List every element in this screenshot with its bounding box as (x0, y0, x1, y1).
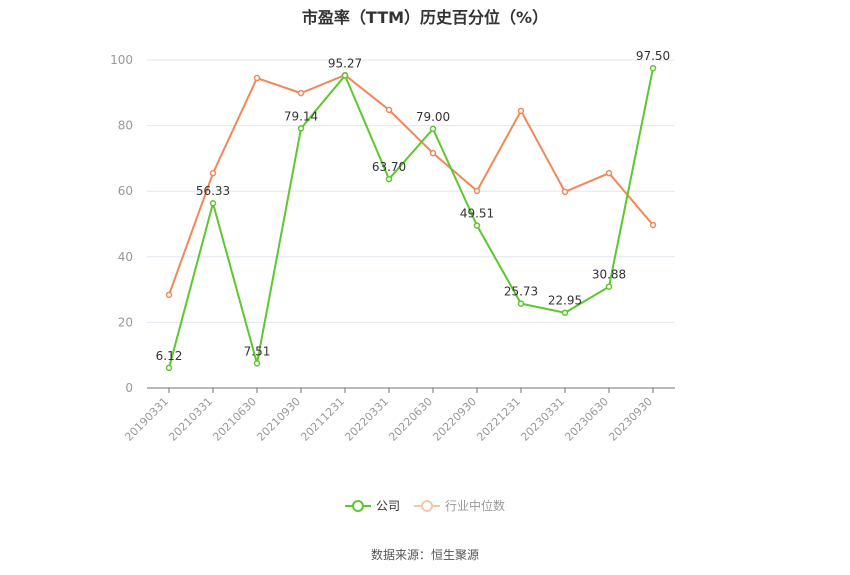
data-point[interactable] (429, 125, 437, 133)
data-point[interactable] (429, 149, 437, 157)
x-tick-label: 20210930 (254, 395, 303, 444)
data-label: 79.00 (416, 110, 450, 124)
data-point[interactable] (385, 175, 393, 183)
data-point[interactable] (385, 106, 393, 114)
data-point[interactable] (561, 188, 569, 196)
data-point[interactable] (473, 222, 481, 229)
data-label: 6.12 (156, 349, 183, 363)
data-point[interactable] (605, 283, 613, 290)
x-tick-label: 20220331 (342, 395, 391, 444)
legend-industry-label: 行业中位数 (445, 499, 506, 513)
x-tick-label: 20221231 (474, 395, 523, 444)
legend-industry-marker-icon (414, 499, 440, 512)
y-tick-label: 100 (110, 53, 133, 67)
data-point[interactable] (209, 169, 217, 177)
y-tick-label: 20 (118, 315, 133, 329)
legend-item-industry[interactable]: 行业中位数 (414, 497, 505, 514)
data-point[interactable] (253, 74, 261, 82)
data-label: 49.51 (460, 207, 494, 221)
data-point[interactable] (649, 221, 657, 229)
data-label: 95.27 (328, 57, 362, 71)
data-label: 7.51 (244, 344, 271, 358)
data-point[interactable] (209, 199, 217, 207)
y-tick-label: 40 (118, 250, 133, 264)
x-tick-label: 20210331 (166, 395, 215, 444)
x-tick-label: 20190331 (122, 395, 171, 444)
x-tick-label: 20210630 (210, 395, 259, 444)
data-point[interactable] (165, 291, 173, 299)
data-source: 数据来源：恒生聚源 (370, 548, 479, 562)
data-label: 97.50 (636, 49, 670, 63)
legend-item-company[interactable]: 公司 (344, 497, 400, 514)
x-axis: 2019033120210331202106302021093020211231… (122, 387, 675, 444)
data-point[interactable] (605, 169, 613, 177)
y-tick-label: 60 (118, 184, 133, 198)
y-tick-label: 80 (118, 119, 133, 133)
x-tick-label: 20211231 (298, 395, 347, 444)
data-point[interactable] (649, 64, 657, 72)
data-label: 63.70 (372, 160, 406, 174)
series-industry (165, 71, 657, 299)
x-tick-label: 20230630 (562, 395, 611, 444)
data-point[interactable] (341, 72, 349, 79)
data-label: 79.14 (284, 109, 318, 123)
data-label: 30.88 (592, 268, 626, 282)
y-tick-label: 0 (125, 381, 133, 395)
data-label: 25.73 (504, 285, 538, 299)
legend-company-marker-icon (344, 499, 371, 512)
x-tick-label: 20230331 (518, 395, 567, 444)
legend-company-label: 公司 (375, 499, 400, 513)
data-label: 22.95 (548, 294, 582, 308)
chart-title: 市盈率（TTM）历史百分位（%） (301, 8, 549, 27)
data-point[interactable] (165, 364, 173, 372)
data-point[interactable] (297, 125, 305, 132)
data-point[interactable] (517, 300, 525, 307)
data-point[interactable] (517, 107, 525, 115)
legend: 公司 行业中位数 (0, 497, 850, 514)
series-company: 6.12 56.33 7.51 79.14 95.27 63.70 79.00 49.51 25… (156, 49, 670, 372)
x-tick-label: 20230930 (606, 395, 655, 444)
data-point[interactable] (253, 360, 261, 367)
data-label: 56.33 (196, 184, 230, 198)
x-tick-label: 20220930 (430, 395, 479, 444)
data-point[interactable] (561, 309, 569, 316)
x-tick-label: 20220630 (386, 395, 435, 444)
data-point[interactable] (473, 187, 481, 195)
data-point[interactable] (297, 89, 305, 97)
